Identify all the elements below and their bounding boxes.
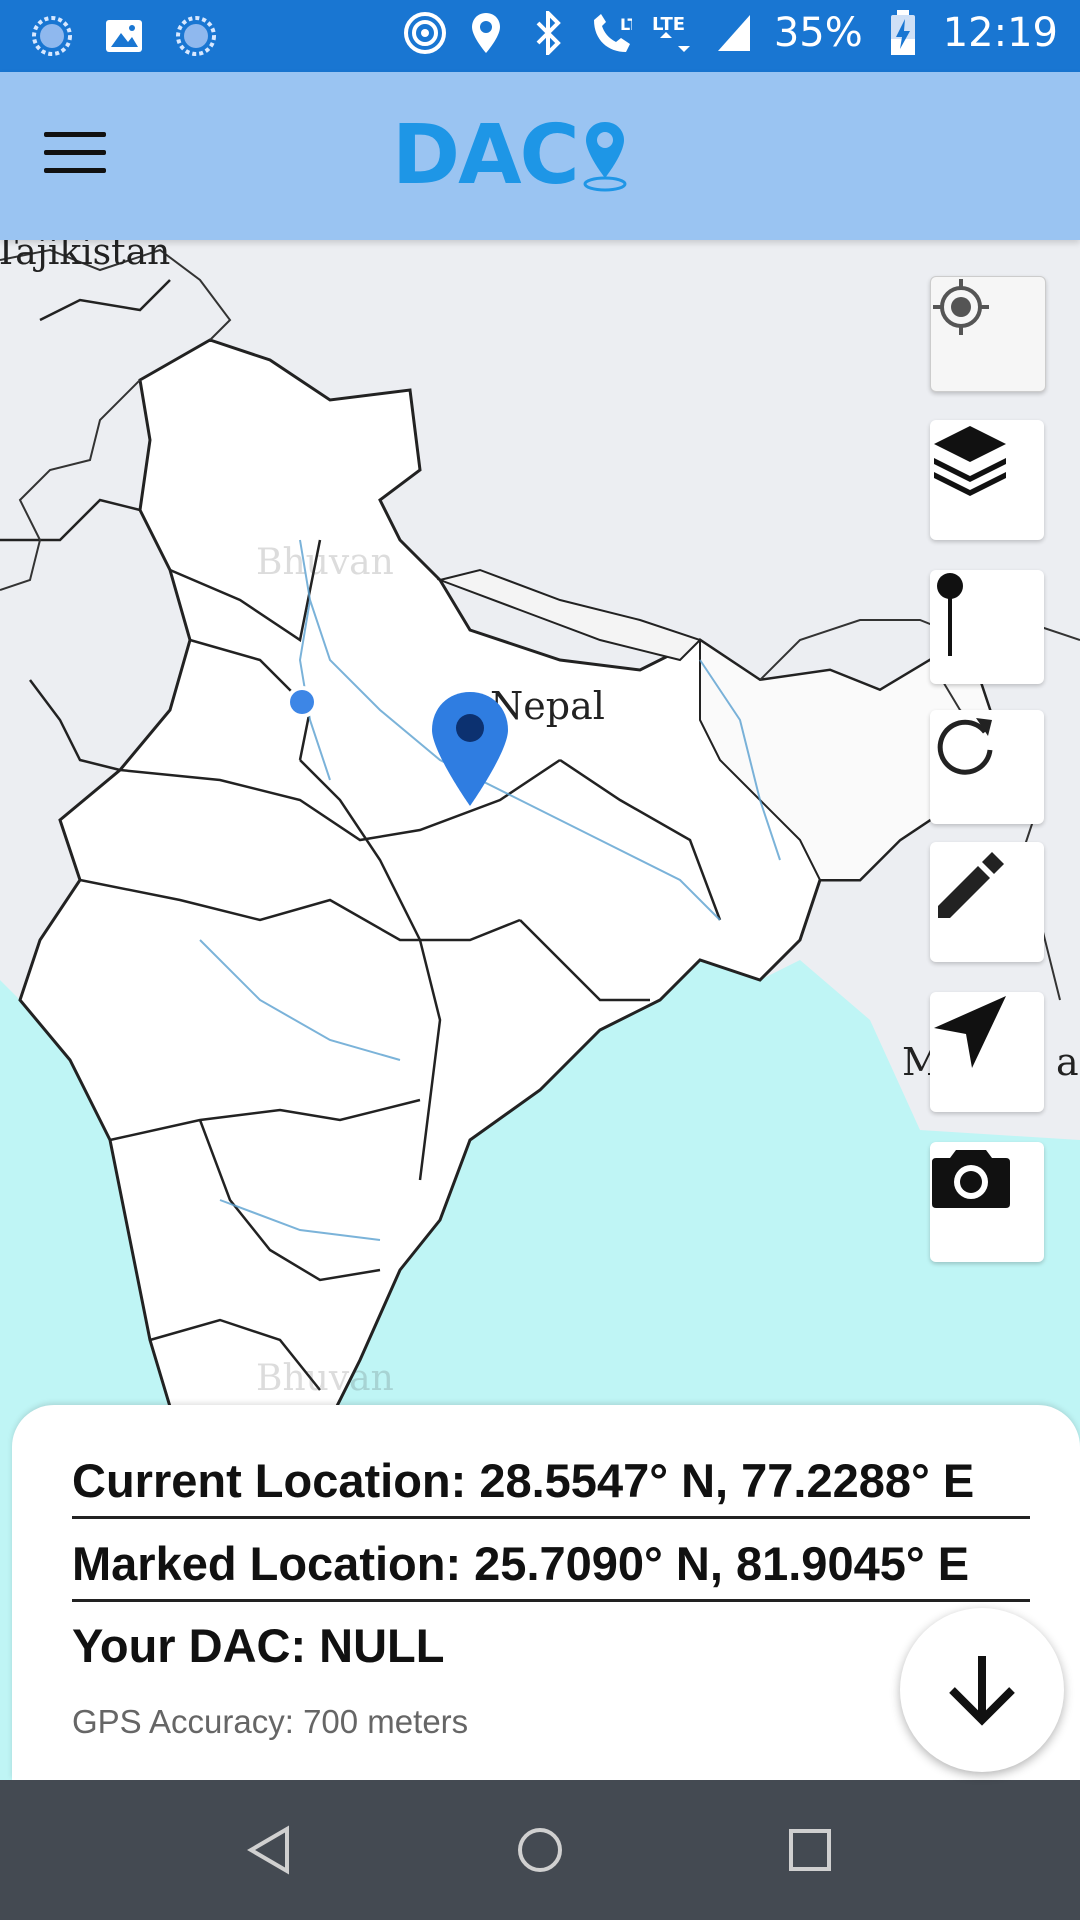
your-dac-text: Your DAC: NULL [72,1619,445,1672]
camera-icon [932,1150,1010,1208]
logo-pin-icon [583,122,627,192]
location-info-card: Current Location: 28.5547° N, 77.2288° E… [12,1405,1080,1780]
menu-button[interactable] [44,132,106,178]
arrow-down-icon [949,1656,1015,1726]
location-icon [464,11,508,55]
svg-text:LTE: LTE [652,14,685,35]
recents-icon [789,1829,831,1871]
label-tajikistan: Tajikistan [0,240,171,273]
bluetooth-icon [526,11,570,55]
label-myanmar-end: a [1056,1040,1079,1084]
recents-button[interactable] [780,1820,840,1880]
camera-button[interactable] [930,1142,1044,1262]
system-nav-bar [0,1780,1080,1920]
status-bar: LTE LTE 35% 12:19 [0,0,1080,72]
drop-pin-button[interactable] [930,570,1044,684]
svg-text:LTE: LTE [620,15,632,34]
pencil-icon [938,852,1004,918]
watermark-bhuvan: Bhuvan [256,542,394,583]
home-button[interactable] [510,1820,570,1880]
app-bar: DAC [0,72,1080,240]
lte-data-icon: LTE [650,11,694,55]
battery-charging-icon [881,10,925,55]
label-nepal: Nepal [490,684,605,728]
navigation-icon [934,996,1006,1068]
image-icon [102,14,146,58]
layers-button[interactable] [930,420,1044,540]
current-location-text: Current Location: 28.5547° N, 77.2288° E [72,1453,1030,1519]
home-icon [518,1828,562,1872]
back-button[interactable] [240,1820,300,1880]
hotspot-icon [402,11,446,55]
refresh-button[interactable] [930,710,1044,824]
my-location-icon [933,279,989,335]
pin-icon [937,573,963,656]
marked-location-text: Marked Location: 25.7090° N, 81.9045° E [72,1536,1030,1602]
my-location-button[interactable] [930,276,1046,392]
layers-icon [934,426,1006,496]
hamburger-icon [44,132,106,173]
sync-icon [30,14,74,58]
logo-text: DAC [392,108,580,203]
marked-location-pin-icon[interactable] [430,690,510,810]
refresh-icon [937,718,993,775]
clock: 12:19 [942,10,1058,56]
volte-call-icon: LTE [588,11,632,55]
sync-icon-2 [174,14,218,58]
battery-percent: 35% [773,10,863,56]
collapse-card-button[interactable] [900,1608,1064,1772]
back-icon [247,1825,289,1875]
edit-button[interactable] [930,842,1044,962]
watermark-bhuvan-2: Bhuvan [256,1358,394,1399]
navigate-button[interactable] [930,992,1044,1112]
signal-icon [712,11,756,55]
app-logo: DAC [392,106,632,206]
gps-accuracy-text: GPS Accuracy: 700 meters [72,1703,469,1740]
current-location-dot [286,686,318,718]
